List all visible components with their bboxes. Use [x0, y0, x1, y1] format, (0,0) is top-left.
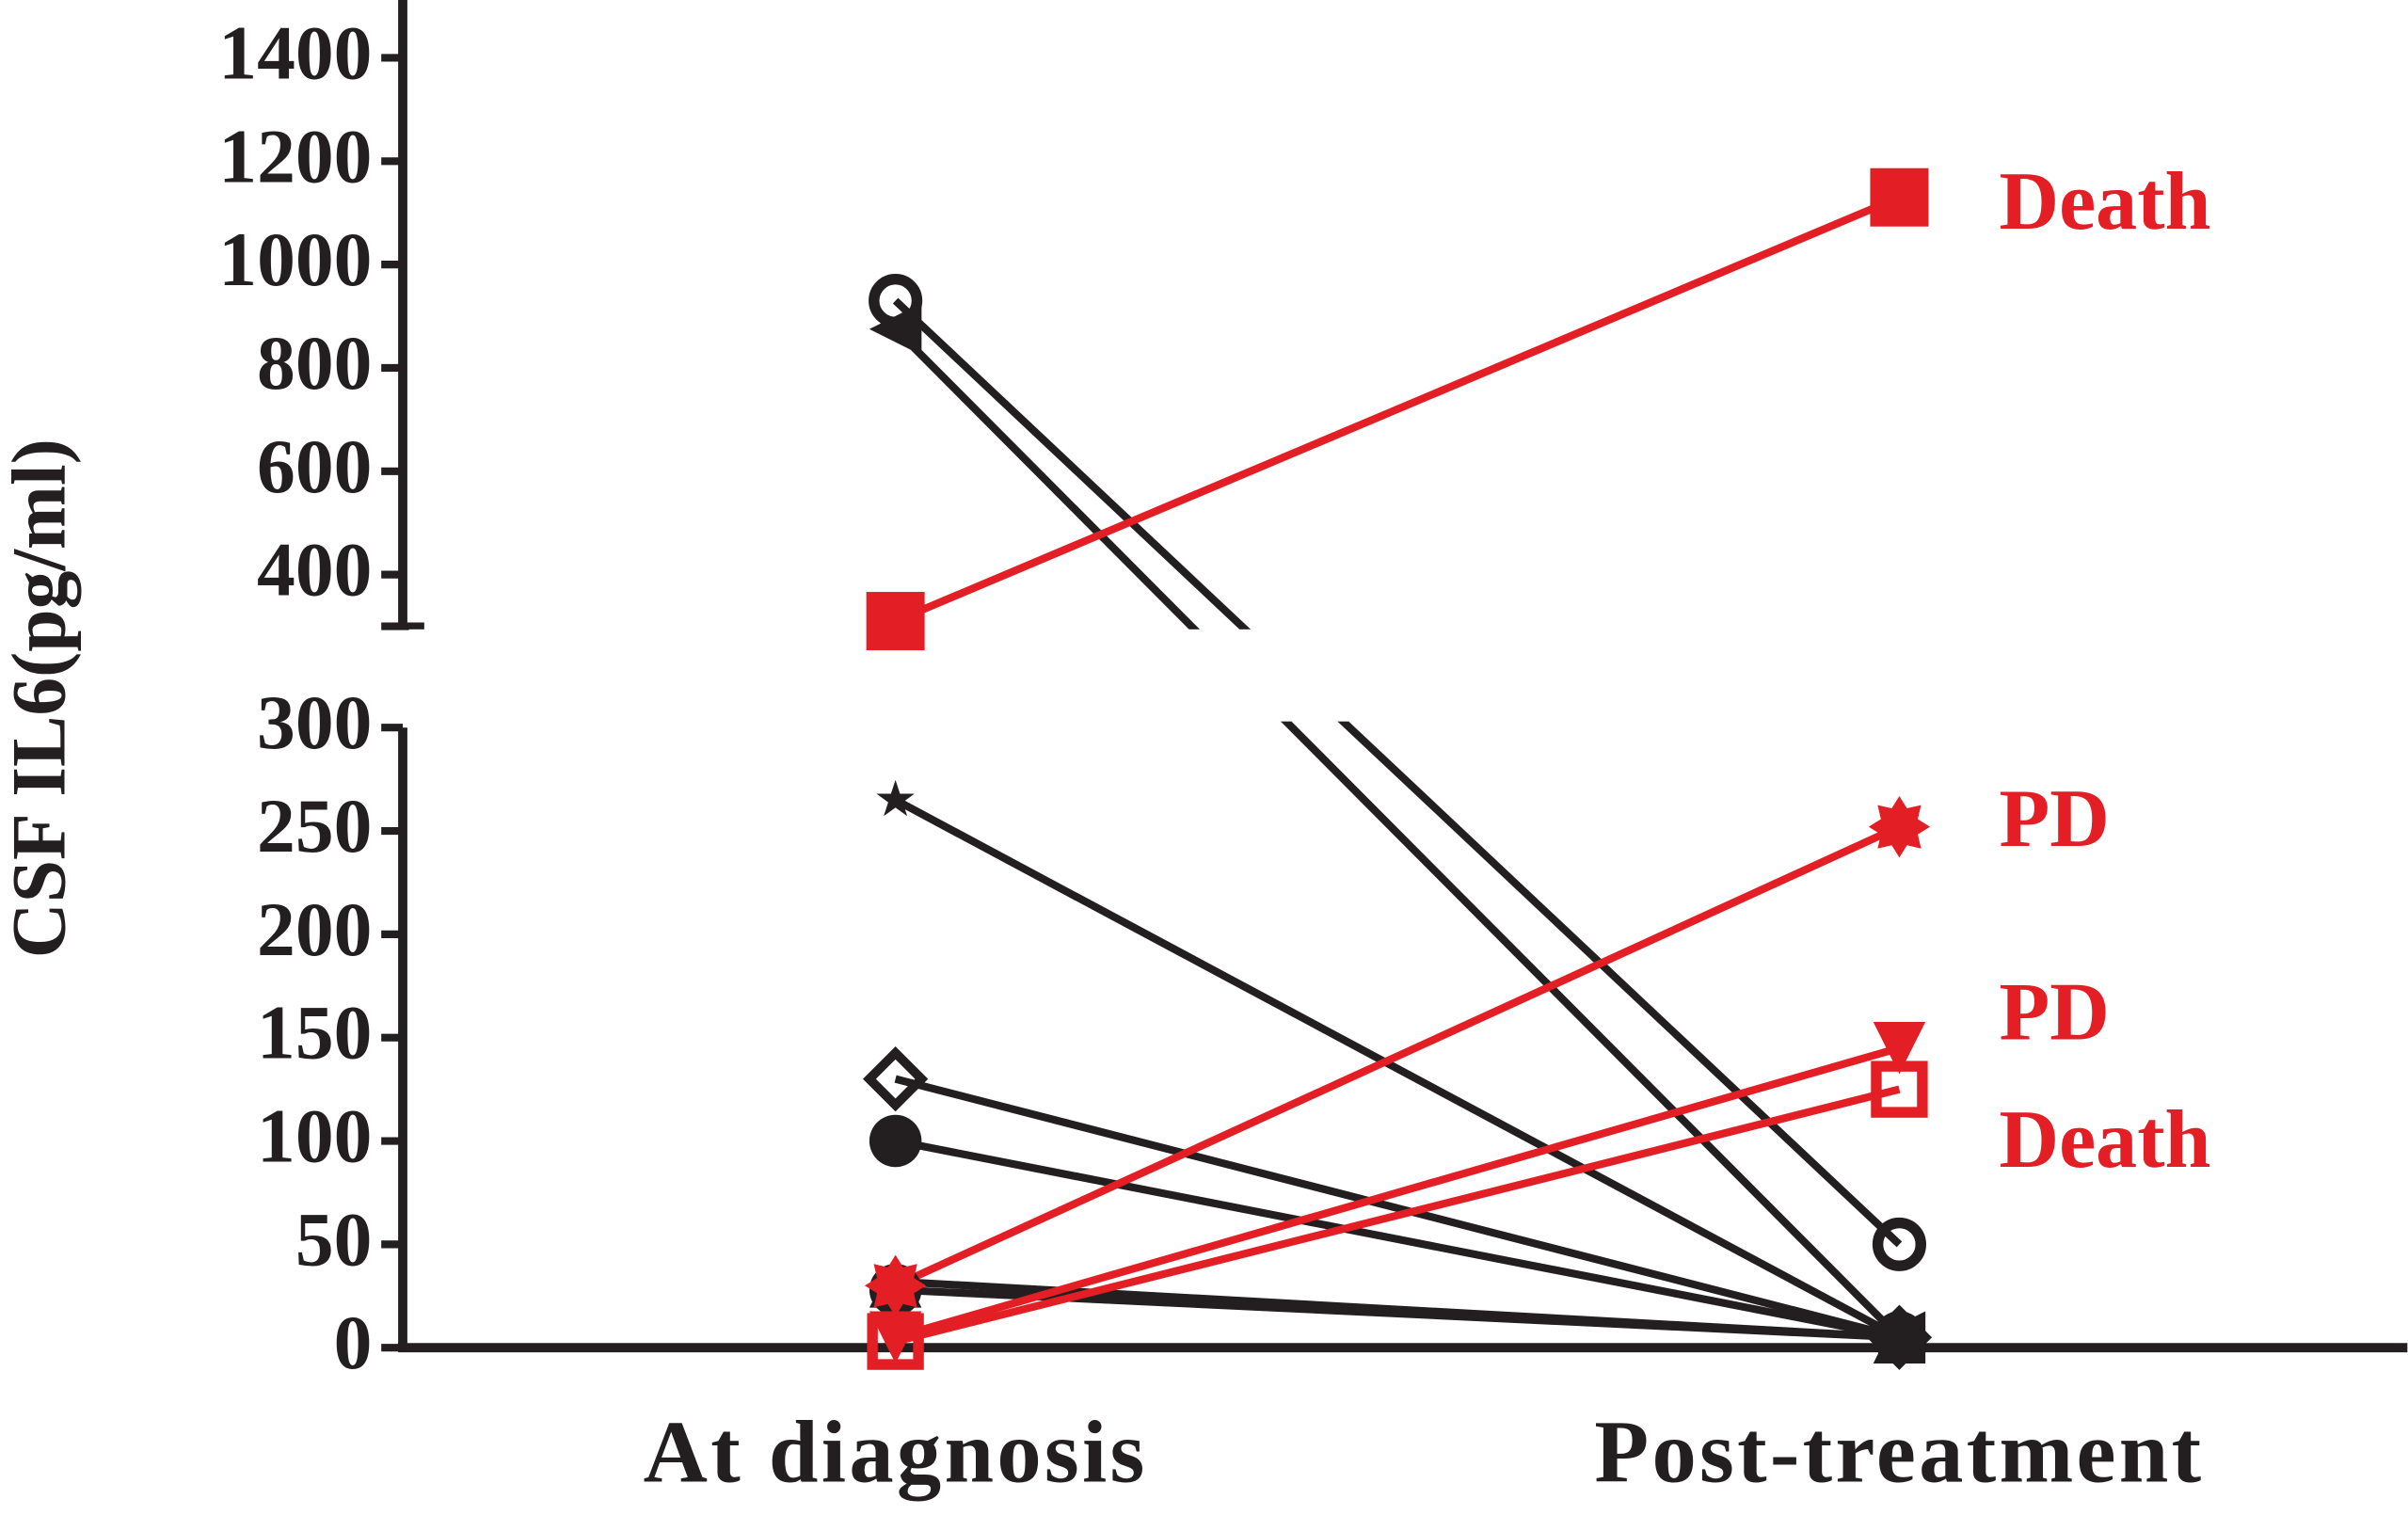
marker	[869, 1114, 922, 1168]
series-line	[894, 1137, 1901, 1342]
series-line	[893, 796, 1902, 1341]
marker	[1870, 167, 1929, 227]
marker	[869, 1311, 922, 1364]
y-tick-label: 150	[257, 990, 372, 1076]
annotation: PD	[1999, 773, 2109, 865]
y-tick-label: 200	[257, 886, 372, 972]
marker	[876, 779, 915, 817]
annotation: PD	[1999, 967, 2109, 1059]
y-tick-label: 300	[257, 679, 372, 765]
y-tick-label: 800	[257, 320, 372, 406]
y-axis-label: CSF IL6(pg/ml)	[0, 439, 81, 958]
series-line	[894, 193, 1902, 625]
marker	[1871, 1060, 1928, 1118]
y-tick-label: 1400	[218, 9, 372, 95]
y-tick-label: 400	[257, 527, 372, 613]
marker	[865, 1254, 927, 1316]
marker	[1868, 796, 1931, 858]
y-tick-label: 50	[295, 1196, 373, 1282]
annotation: Death	[1999, 1094, 2210, 1186]
series-line	[894, 1075, 1901, 1342]
y-tick-label: 1000	[218, 216, 372, 302]
marker	[867, 1313, 924, 1370]
y-tick-label: 100	[257, 1093, 372, 1179]
axis-break-gap	[408, 629, 2408, 722]
series-line	[894, 1044, 1901, 1342]
marker	[1873, 1311, 1926, 1364]
series-line	[893, 822, 1902, 1290]
y-tick-label: 600	[257, 423, 372, 509]
x-tick-label: At diagnosis	[644, 1404, 1148, 1502]
marker	[869, 303, 922, 356]
y-tick-label: 0	[334, 1300, 373, 1385]
y-tick-label: 1200	[218, 113, 372, 199]
marker	[862, 1045, 929, 1112]
series-line	[894, 1085, 1901, 1346]
series-line	[892, 326, 1903, 1341]
marker	[1873, 1021, 1926, 1075]
marker	[866, 592, 925, 651]
series-line	[892, 297, 1903, 1248]
marker	[1872, 1217, 1926, 1271]
annotation: Death	[1999, 156, 2210, 247]
y-tick-label: 250	[257, 783, 372, 869]
x-tick-label: Post-treatment	[1594, 1404, 2204, 1502]
